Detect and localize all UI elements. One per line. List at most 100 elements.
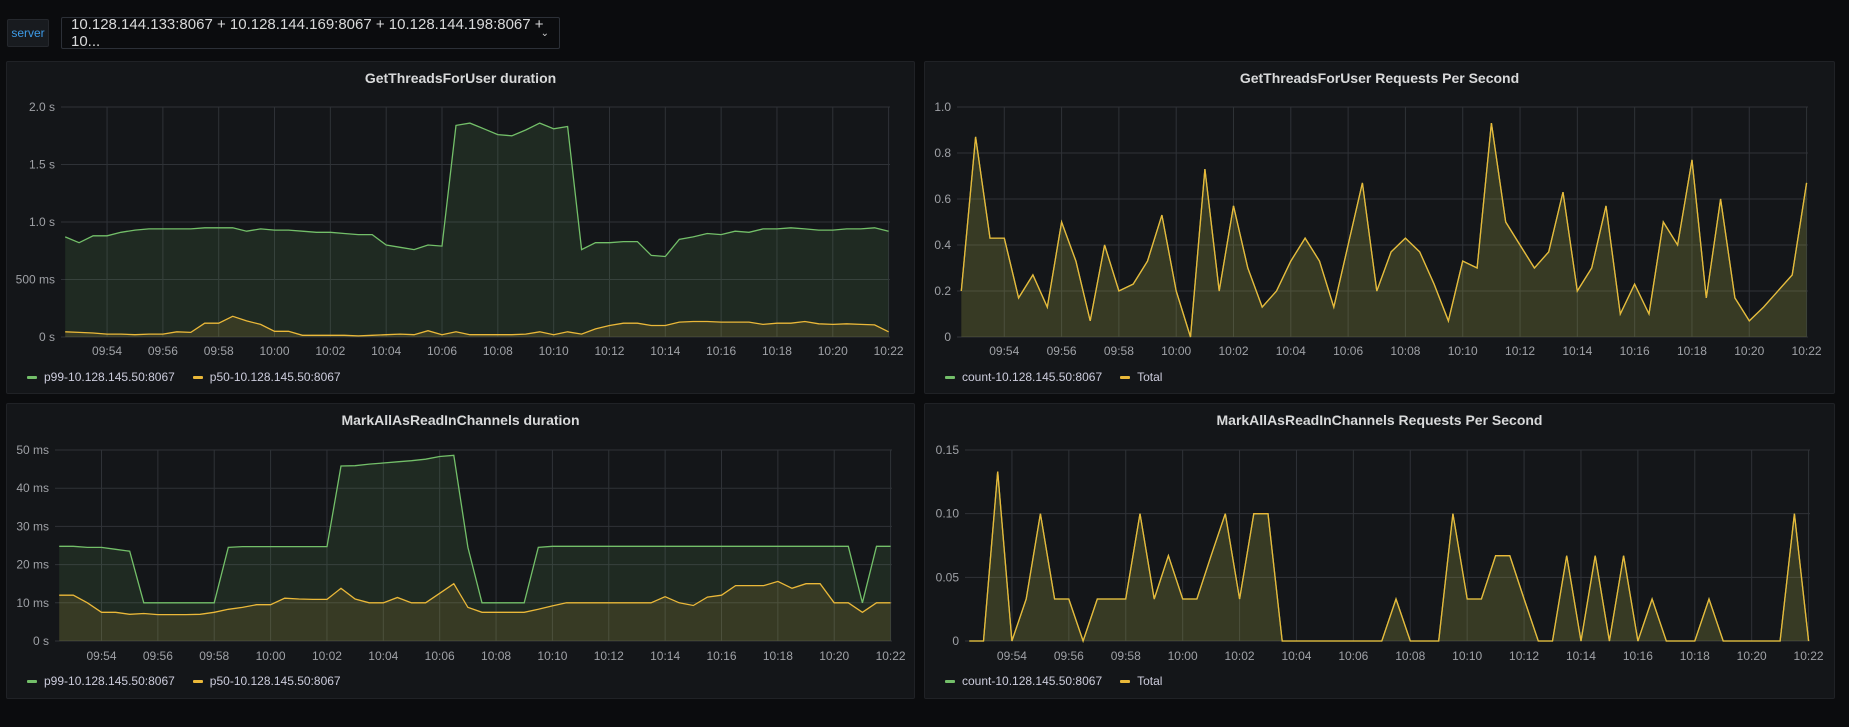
x-tick-label: 10:04 [1276,344,1306,358]
legend-item[interactable]: count-10.128.145.50:8067 [945,370,1102,384]
x-tick-label: 10:16 [706,649,736,663]
series-line-1[interactable] [65,315,889,337]
x-tick-label: 10:10 [537,649,567,663]
legend: p99-10.128.145.50:8067 p50-10.128.145.50:… [27,370,341,384]
x-tick-label: 09:58 [204,344,234,358]
x-tick-label: 09:54 [86,649,116,663]
y-tick-label: 1.5 s [29,158,55,172]
x-tick-label: 09:54 [989,344,1019,358]
x-tick-label: 10:00 [260,344,290,358]
x-tick-label: 09:54 [92,344,122,358]
y-tick-label: 0.6 [934,192,951,206]
x-tick-label: 09:56 [143,649,173,663]
x-tick-label: 10:18 [763,649,793,663]
x-tick-label: 10:06 [1338,649,1368,663]
y-tick-label: 0 [944,330,951,344]
series-line-1[interactable] [969,471,1810,644]
series-line-0[interactable] [64,122,889,258]
y-tick-label: 0.8 [934,146,951,160]
chart-plot[interactable]: 0 0.2 0.4 0.6 0.8 1.0 09:54 09:56 09:58 10:00 10:0… [925,62,1836,395]
chart-plot[interactable]: 0 s 500 ms 1.0 s 1.5 s 2.0 s 09:54 09:56 09:58 1… [7,62,916,395]
series-line-1[interactable] [59,580,891,616]
legend-label: p50-10.128.145.50:8067 [209,674,341,688]
panel-title[interactable]: MarkAllAsReadInChannels Requests Per Sec… [1216,412,1543,428]
legend-item[interactable]: p99-10.128.145.50:8067 [27,674,175,688]
x-tick-label: 10:12 [1505,344,1535,358]
x-tick-label: 10:04 [371,344,401,358]
y-tick-label: 0 s [33,634,49,648]
legend-item[interactable]: Total [1120,674,1162,688]
legend: count-10.128.145.50:8067 Total [945,674,1162,688]
x-tick-label: 10:22 [1792,344,1822,358]
x-tick-label: 10:02 [315,344,345,358]
y-tick-label: 40 ms [16,481,49,495]
legend-item[interactable]: count-10.128.145.50:8067 [945,674,1102,688]
y-tick-label: 1.0 [934,100,951,114]
y-tick-label: 0 [952,634,959,648]
x-tick-label: 09:58 [1104,344,1134,358]
x-tick-label: 10:06 [1333,344,1363,358]
x-tick-label: 10:22 [876,649,906,663]
x-tick-label: 09:56 [148,344,178,358]
x-tick-label: 10:02 [312,649,342,663]
x-tick-label: 10:12 [1509,649,1539,663]
panel-title[interactable]: GetThreadsForUser Requests Per Second [1239,70,1520,86]
series-area-1 [59,581,891,641]
x-tick-label: 10:10 [539,344,569,358]
legend-color-swatch [27,375,37,379]
x-tick-label: 09:56 [1047,344,1077,358]
legend-item[interactable]: p50-10.128.145.50:8067 [192,370,341,384]
y-tick-label: 1.0 s [29,215,55,229]
x-tick-label: 10:00 [256,649,286,663]
y-tick-label: 0.4 [934,238,951,252]
y-tick-label: 30 ms [16,519,49,533]
y-tick-label: 2.0 s [29,100,55,114]
x-tick-label: 10:00 [1168,649,1198,663]
panel-markallasreadinchannels-duration: MarkAllAsReadInChannels duration 0 s 10 m… [6,403,915,699]
series-area-0 [969,471,1809,641]
legend-item[interactable]: p50-10.128.145.50:8067 [192,674,341,688]
chart-plot[interactable]: 0 s 10 ms 20 ms 30 ms 40 ms 50 ms 09:54 09:56 09… [7,404,916,700]
series-area-0 [65,123,889,337]
legend-item[interactable]: Total [1120,370,1162,384]
panel-getthreadsforuser-rps: GetThreadsForUser Requests Per Second 0 0… [924,61,1835,394]
series-line-0[interactable] [59,454,891,604]
x-tick-label: 10:18 [1680,649,1710,663]
legend-item[interactable]: p99-10.128.145.50:8067 [27,370,175,384]
server-variable-dropdown[interactable]: 10.128.144.133:8067 + 10.128.144.169:806… [61,16,560,50]
legend-label: p99-10.128.145.50:8067 [44,370,175,384]
series-line-1[interactable] [960,123,1808,338]
x-tick-label: 10:20 [818,344,848,358]
legend: count-10.128.145.50:8067 Total [945,370,1162,384]
x-tick-label: 10:12 [594,344,624,358]
x-tick-label: 10:06 [425,649,455,663]
legend-label: count-10.128.145.50:8067 [962,370,1103,384]
panel-title[interactable]: GetThreadsForUser duration [364,70,557,86]
x-tick-label: 10:04 [368,649,398,663]
x-tick-label: 10:02 [1218,344,1248,358]
x-tick-label: 10:04 [1281,649,1311,663]
legend-color-swatch [1120,375,1131,379]
legend: p99-10.128.145.50:8067 p50-10.128.145.50:… [27,674,341,688]
chart-plot[interactable]: 0 0.05 0.10 0.15 09:54 09:56 09:58 10:00 10:02 10… [925,404,1836,700]
x-tick-label: 10:18 [1677,344,1707,358]
x-tick-label: 10:20 [819,649,849,663]
panel-title[interactable]: MarkAllAsReadInChannels duration [341,412,580,428]
legend-label: count-10.128.145.50:8067 [962,674,1103,688]
x-tick-label: 10:10 [1448,344,1478,358]
legend-color-swatch [27,679,37,683]
legend-label: p50-10.128.145.50:8067 [209,370,341,384]
server-variable-value: 10.128.144.133:8067 + 10.128.144.169:806… [71,16,544,50]
legend-color-swatch [192,375,203,379]
legend-label: Total [1137,370,1163,384]
y-tick-label: 50 ms [16,443,49,457]
legend-color-swatch [945,679,955,683]
x-tick-label: 10:14 [650,649,680,663]
x-tick-label: 10:08 [481,649,511,663]
x-tick-label: 10:08 [1395,649,1425,663]
legend-color-swatch [1120,679,1131,683]
series-area-1 [969,471,1809,641]
x-tick-label: 10:16 [706,344,736,358]
legend-color-swatch [945,375,955,379]
x-tick-label: 10:16 [1623,649,1653,663]
